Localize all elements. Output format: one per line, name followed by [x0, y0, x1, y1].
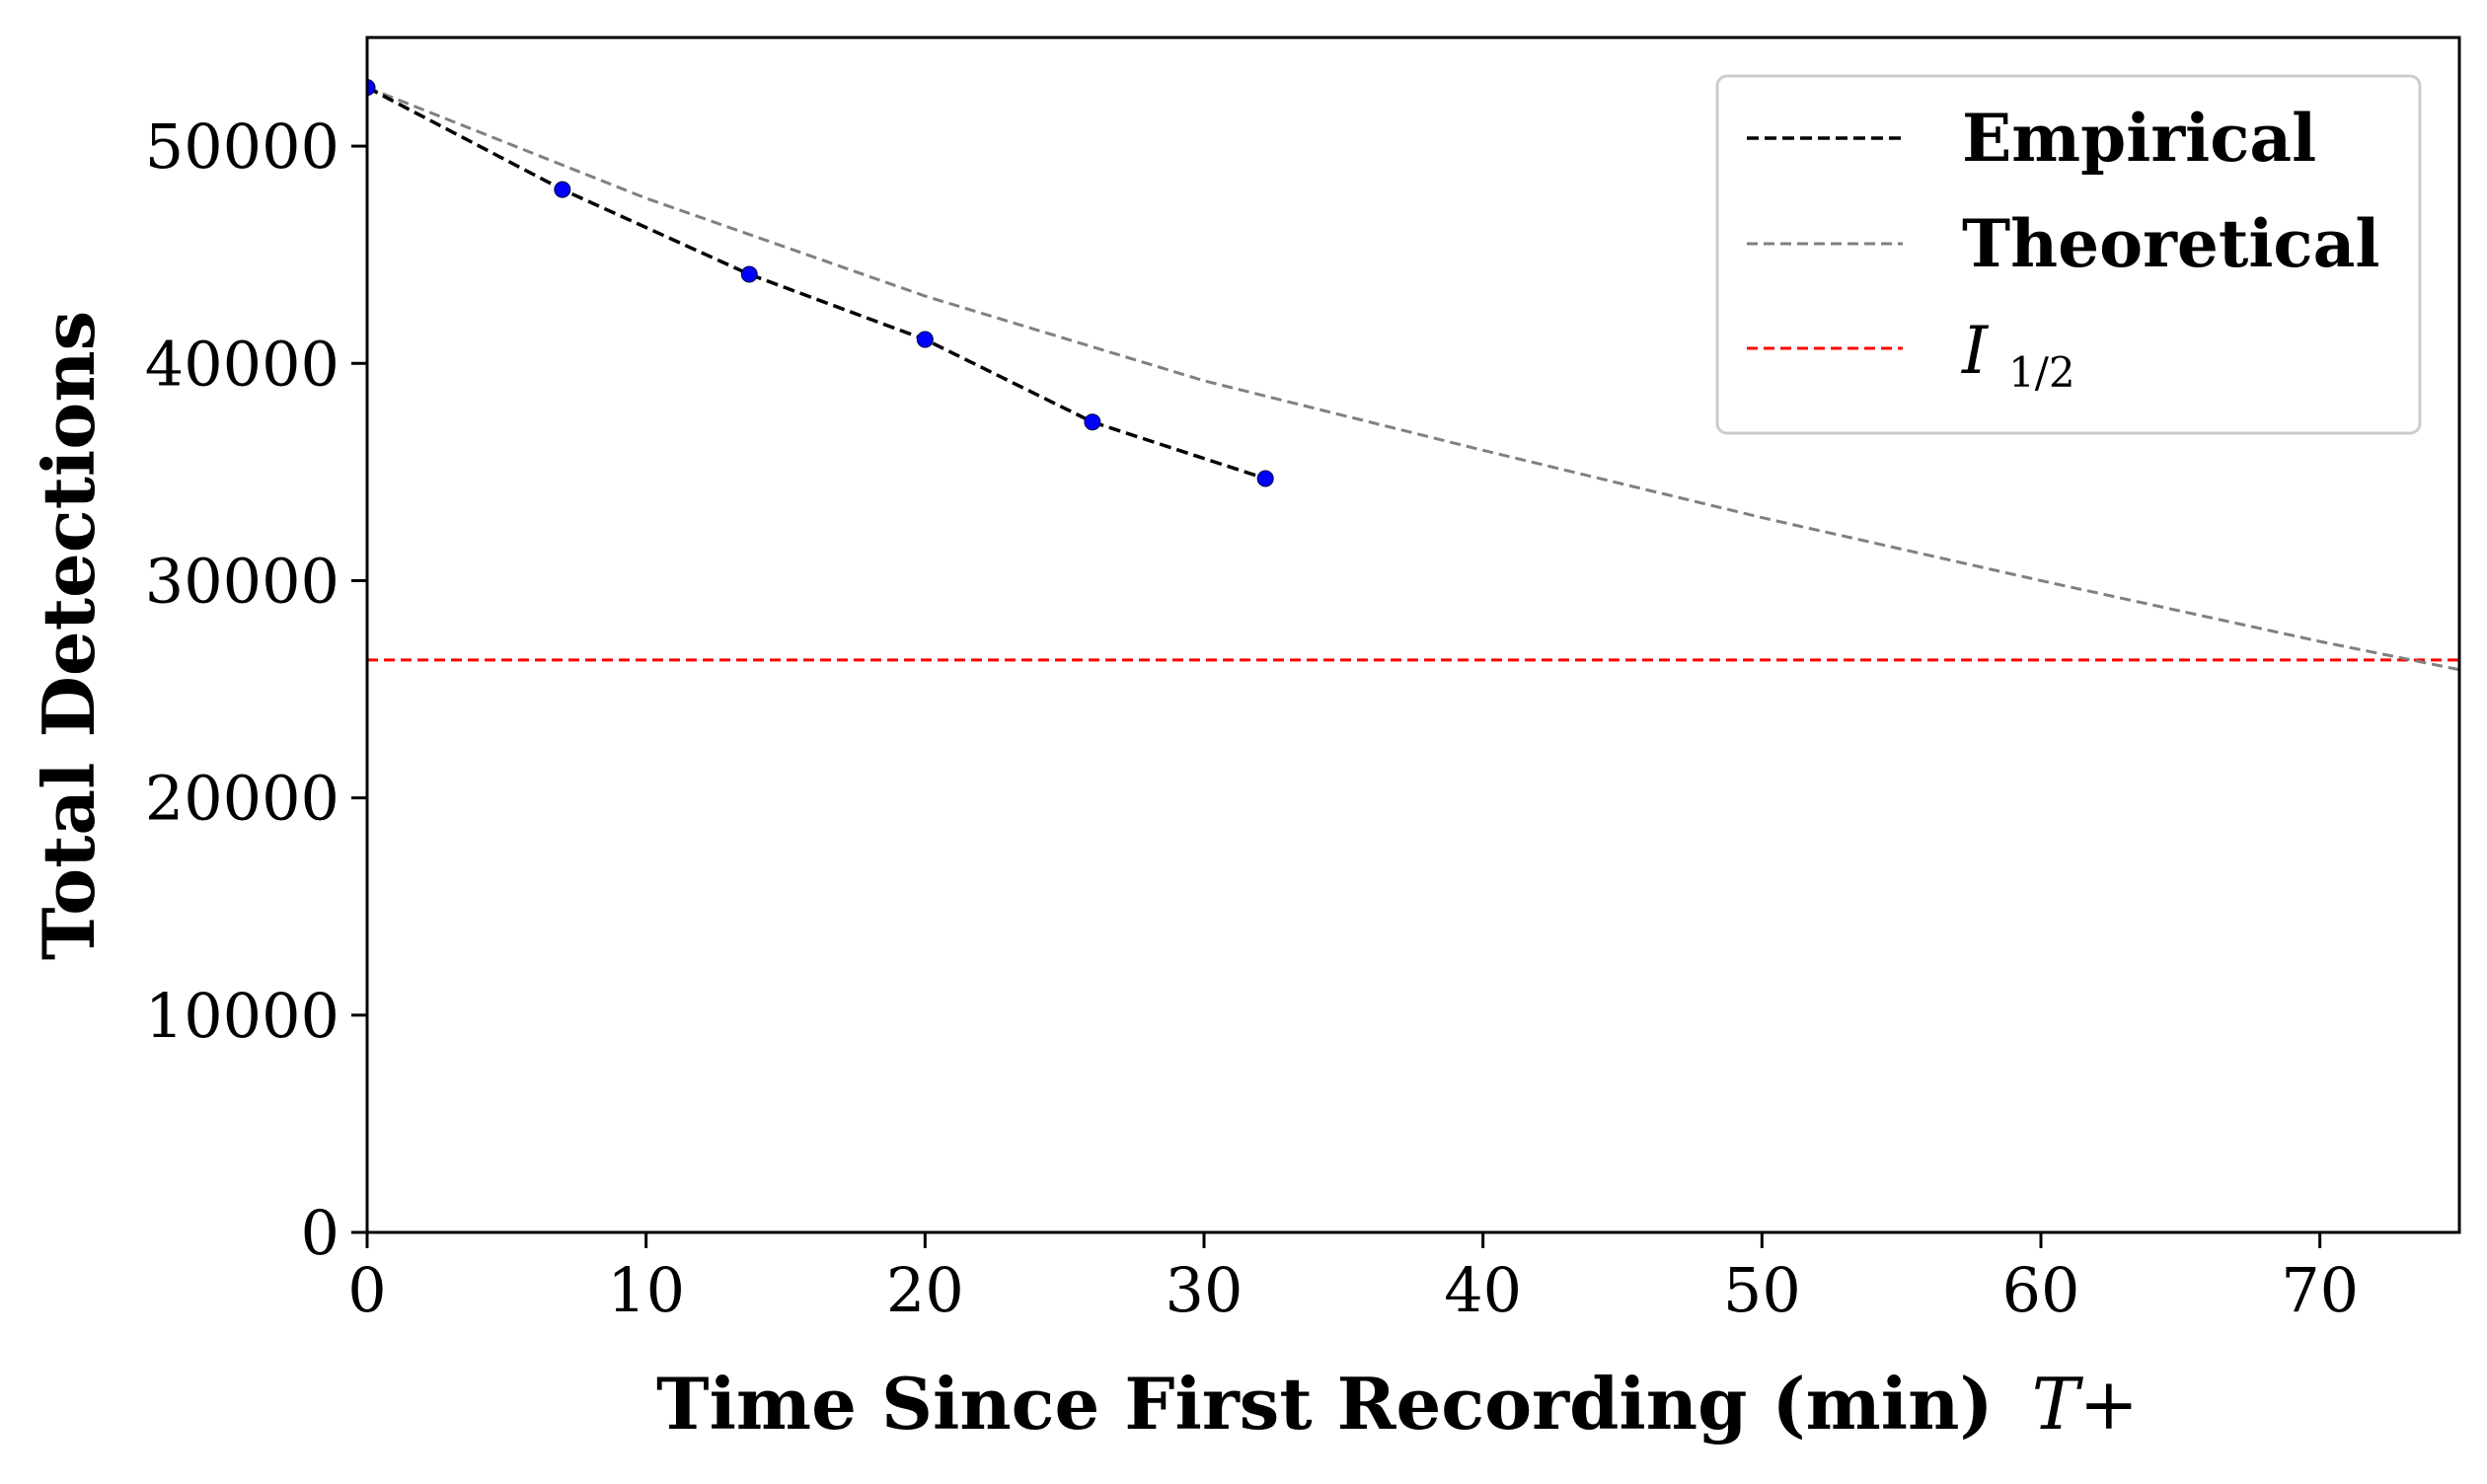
x-tick-label: 70: [2281, 1254, 2359, 1326]
x-axis-label: Time Since First Recording (min) T+: [656, 1362, 2139, 1446]
empirical-line: [367, 86, 1266, 481]
plot-frame: [365, 36, 2461, 1234]
legend-label-theoretical: Theoretical: [1962, 205, 2379, 282]
theoretical-line: [367, 86, 2459, 672]
legend-label-empirical: Empirical: [1962, 100, 2316, 177]
x-tick-label: 10: [607, 1254, 685, 1326]
empirical-point-2: [740, 265, 758, 283]
x-tick-label: 50: [1723, 1254, 1801, 1326]
empirical-point-5: [1256, 470, 1274, 487]
x-tick-label: 30: [1166, 1254, 1244, 1326]
x-axis: 0 10 20 30 40 50 60 70: [347, 1232, 2359, 1326]
half-life-symbol: I: [1961, 313, 1990, 389]
half-life-subscript: 1/2: [2008, 348, 2075, 397]
empirical-point-0: [367, 79, 376, 97]
y-tick-label: 40000: [145, 328, 339, 400]
x-tick-label: 60: [2002, 1254, 2080, 1326]
x-tick-label: 20: [886, 1254, 964, 1326]
y-tick-label: 20000: [145, 763, 339, 835]
y-axis: 0 10000 20000 30000 40000 50000: [145, 111, 367, 1269]
x-tick-label: 40: [1444, 1254, 1522, 1326]
y-tick-label: 50000: [145, 111, 339, 183]
y-tick-label: 10000: [145, 980, 339, 1052]
legend: Empirical Theoretical I 1/2: [1715, 74, 2422, 435]
empirical-point-3: [916, 331, 934, 348]
plot-data: [367, 79, 2459, 672]
y-axis-label: Total Detections: [27, 311, 111, 960]
empirical-point-4: [1084, 413, 1101, 431]
x-tick-label: 0: [347, 1254, 386, 1326]
empirical-point-1: [554, 181, 571, 198]
x-axis-label-text: Time Since First Recording (min): [656, 1362, 1994, 1446]
y-tick-label: 0: [301, 1197, 339, 1269]
x-axis-label-math: T+: [2032, 1363, 2139, 1446]
y-tick-label: 30000: [145, 545, 339, 617]
legend-box: [1715, 74, 2422, 435]
legend-label-half-life: I 1/2: [1961, 313, 2075, 397]
